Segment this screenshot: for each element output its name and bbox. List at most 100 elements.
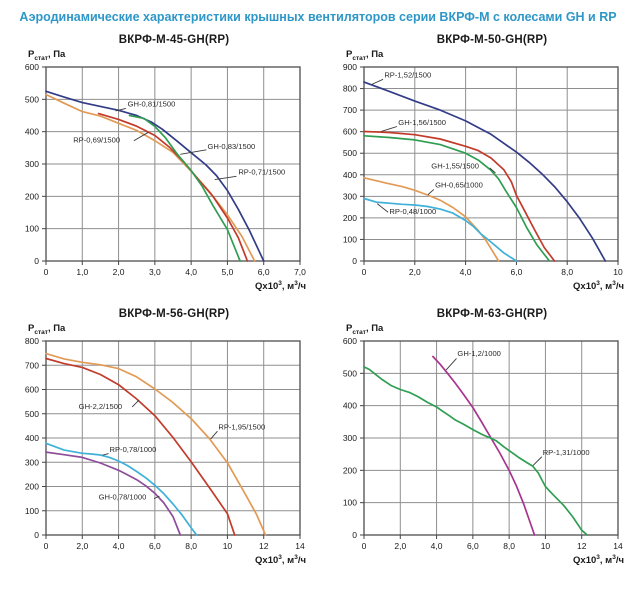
y-axis-label: Рстат, Па [346, 49, 630, 62]
x-tick-label: 12 [259, 541, 269, 551]
x-tick-label: 2,0 [394, 541, 406, 551]
y-axis-subscript: стат [34, 328, 48, 336]
y-tick-label: 300 [343, 191, 357, 201]
y-tick-label: 300 [25, 457, 39, 467]
curve-RP-1,95/1500 [45, 352, 267, 536]
chart-title: ВКРФ-М-56-GH(RP) [118, 308, 230, 320]
x-axis-label: Qx103, м3/ч [573, 279, 624, 292]
y-tick-label: 0 [352, 256, 357, 266]
curve-label: GH-2,2/1500 [79, 402, 122, 411]
curve-RP-1,31/1000 [363, 366, 589, 536]
y-tick-label: 400 [343, 170, 357, 180]
y-tick-label: 100 [25, 506, 39, 516]
y-tick-label: 600 [25, 62, 39, 72]
chart-plot: 0 2,0 4,0 6,0 8,0 10 12 14 0 100 200 300 400 500 600 70… [12, 335, 312, 561]
x-tick-label: 0 [44, 541, 49, 551]
curve-label-leader [371, 78, 384, 85]
curve-label: RP-0,48/1000 [389, 207, 436, 216]
curve-label-leader [381, 126, 398, 132]
y-tick-label: 200 [25, 191, 39, 201]
curve-label-leader [214, 175, 237, 180]
curve-label-leader [489, 167, 496, 174]
y-tick-label: 200 [343, 465, 357, 475]
x-tick-label: 4,0 [113, 541, 125, 551]
y-tick-label: 100 [25, 224, 39, 234]
curve-GH-0,65/1000 [363, 176, 500, 262]
x-tick-label: 7,0 [294, 267, 306, 277]
x-tick-label: 10 [613, 267, 623, 277]
curve-label-leader [427, 189, 435, 195]
y-axis-label: Рстат, Па [28, 323, 312, 336]
curve-GH-0,78/1000 [45, 451, 182, 536]
y-tick-label: 0 [352, 530, 357, 540]
chart-title: ВКРФ-М-63-GH(RP) [436, 308, 548, 320]
curve-label: GH-1,55/1500 [431, 162, 479, 171]
y-tick-label: 600 [25, 385, 39, 395]
x-tick-label: 10 [541, 541, 551, 551]
x-axis-label: Qx103, м3/ч [255, 279, 306, 292]
y-tick-label: 300 [25, 159, 39, 169]
x-tick-label: 0 [44, 267, 49, 277]
x-tick-label: 2,0 [76, 541, 88, 551]
x-tick-label: 6,0 [149, 541, 161, 551]
x-tick-label: 6,0 [510, 267, 522, 277]
chart-cell-vkrf-m-63: ВКРФ-М-63-GH(RP) Рстат, Па 0 2,0 4,0 6,0 8,0… [330, 308, 630, 568]
y-axis-label: Рстат, Па [28, 49, 312, 62]
y-tick-label: 0 [34, 530, 39, 540]
plot-frame [363, 66, 619, 262]
curve-label: GH-0,78/1000 [99, 493, 147, 502]
y-tick-label: 700 [343, 105, 357, 115]
chart-svg-vkrf-m-63: 0 2,0 4,0 6,0 8,0 10 12 14 0 100 200 300 400 500 600 GH… [343, 336, 623, 551]
chart-svg-vkrf-m-45: 0 1,0 2,0 3,0 4,0 5,0 6,0 7,0 0 100 200 300 400 500 60… [25, 62, 306, 277]
y-tick-label: 900 [343, 62, 357, 72]
curve-label-leader [210, 430, 218, 440]
y-axis-unit: , Па [365, 49, 384, 60]
x-tick-label: 1,0 [76, 267, 88, 277]
curve-label: GH-1,56/1500 [398, 118, 446, 127]
x-tick-label: 10 [223, 541, 233, 551]
x-tick-label: 8,0 [185, 541, 197, 551]
y-tick-label: 500 [343, 148, 357, 158]
x-tick-label: 2,0 [409, 267, 421, 277]
chart-svg-vkrf-m-50: 0 2,0 4,0 6,0 8,0 100100200300400500600700800… [343, 62, 623, 277]
chart-plot: 0 2,0 4,0 6,0 8,0 10 0 100 200 300 400 500 600 700 800… [330, 61, 630, 287]
y-tick-label: 100 [343, 234, 357, 244]
x-tick-label: 4,0 [460, 267, 472, 277]
curve-label: RP-0,71/1500 [238, 167, 285, 176]
x-tick-label: 0 [362, 541, 367, 551]
x-tick-label: 4,0 [431, 541, 443, 551]
curve-label-leader [131, 399, 140, 408]
y-tick-label: 300 [343, 433, 357, 443]
y-axis-symbol: Р [346, 49, 353, 60]
curve-label: RP-0,69/1500 [73, 136, 120, 145]
y-tick-label: 500 [343, 368, 357, 378]
y-tick-label: 800 [25, 336, 39, 346]
curve-GH-0,83/1500 [128, 114, 241, 262]
y-axis-label: Рстат, Па [346, 323, 630, 336]
x-tick-label: 2,0 [113, 267, 125, 277]
curve-RP-1,52/1500 [363, 81, 607, 262]
curve-RP-0,71/1500 [45, 93, 256, 262]
y-tick-label: 100 [343, 498, 357, 508]
curve-label-leader [133, 131, 149, 142]
x-tick-label: 3,0 [149, 267, 161, 277]
y-axis-symbol: Р [28, 323, 35, 334]
x-tick-label: 14 [295, 541, 305, 551]
y-axis-subscript: стат [34, 54, 48, 62]
y-tick-label: 400 [343, 401, 357, 411]
curve-label: RP-0,78/1000 [110, 445, 157, 454]
y-axis-subscript: стат [352, 328, 366, 336]
curve-label: GH-0,65/1000 [435, 181, 483, 190]
curve-label: RP-1,95/1500 [218, 422, 265, 431]
curve-label-leader [102, 453, 109, 456]
x-tick-label: 6,0 [467, 541, 479, 551]
chart-cell-vkrf-m-50: ВКРФ-М-50-GH(RP) Рстат, Па 0 2,0 4,0 6,0 8,0… [330, 34, 630, 294]
chart-cell-vkrf-m-45: ВКРФ-М-45-GH(RP) Рстат, Па 0 1,0 2,0 3,0 4,0… [12, 34, 312, 294]
x-axis-label: Qx103, м3/ч [255, 553, 306, 566]
y-tick-label: 200 [343, 213, 357, 223]
curve-label: GH-0,83/1500 [207, 142, 255, 151]
curve-label-leader [153, 495, 160, 500]
y-axis-symbol: Р [28, 49, 35, 60]
x-tick-label: 8,0 [503, 541, 515, 551]
